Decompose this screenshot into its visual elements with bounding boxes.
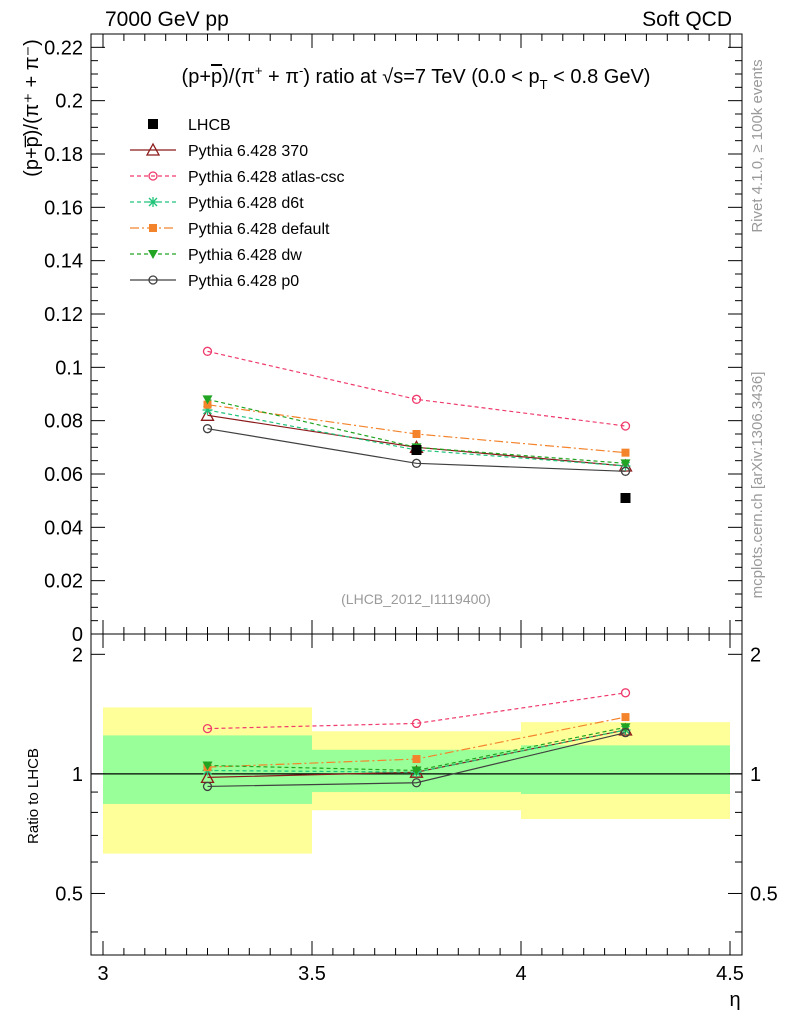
series-line-pythia-6-428-p0 (207, 428, 626, 472)
y-tick-label: 0.08 (44, 411, 83, 433)
y-tick-label: 0.06 (44, 464, 83, 486)
series-point-pythia-6-428-p0 (411, 458, 422, 468)
ratio-point-pythia-6-428-default (412, 755, 421, 764)
ratio-y-tick-label-right: 1 (750, 764, 761, 786)
ratio-y-tick-label: 0.5 (55, 883, 83, 905)
ratio-point-pythia-6-428-p0 (411, 778, 422, 788)
lhcb-data-point (411, 445, 422, 455)
series-point-pythia-6-428-dw (620, 459, 631, 469)
legend-label: LHCB (188, 117, 231, 134)
series-ratio (200, 688, 633, 792)
ratio-bands (91, 707, 742, 854)
series-point-pythia-6-428-default (203, 400, 212, 409)
tick-labels: 0 0.02 0.04 0.06 0.08 0.1 0.12 0.14 0.16 0.18 0.2 0… (44, 37, 778, 985)
series-point-pythia-6-428-atlas-csc (202, 346, 213, 356)
series-line-pythia-6-428-dw (207, 398, 626, 464)
y-tick-label: 0 (72, 624, 83, 646)
series-point-pythia-6-428-p0 (620, 466, 631, 476)
legend: LHCB Pythia 6.428 370 Pythia 6.428 atlas-c… (130, 117, 345, 290)
y-tick-label: 0.02 (44, 571, 83, 593)
analysis-watermark: (LHCB_2012_I1119400) (341, 591, 491, 607)
legend-label: Pythia 6.428 d6t (188, 195, 304, 212)
x-tick-label: 3.5 (298, 963, 326, 985)
chart-title: (p+p)/(π+ + π-) ratio at √s=7 TeV (0.0 <… (182, 63, 651, 92)
ticks (91, 33, 742, 955)
data-points (411, 445, 631, 503)
series-point-pythia-6-428-atlas-csc (411, 394, 422, 404)
x-tick-label: 4 (515, 963, 526, 985)
ratio-y-axis-label: Ratio to LHCB (25, 748, 42, 844)
x-axis-label: η (729, 989, 740, 1011)
ratio-point-pythia-6-428-dw (620, 723, 631, 733)
legend-label: Pythia 6.428 default (188, 221, 330, 238)
legend-marker (149, 224, 157, 232)
ratio-point-pythia-6-428-default (621, 713, 630, 722)
ratio-point-pythia-6-428-atlas-csc (620, 688, 631, 698)
y-tick-label: 0.16 (44, 197, 83, 219)
legend-label: Pythia 6.428 atlas-csc (188, 169, 345, 186)
legend-label: Pythia 6.428 p0 (188, 273, 299, 290)
mcplots-site-label: mcplots.cern.ch [arXiv:1306.3436] (749, 372, 766, 599)
series-main (200, 346, 633, 476)
header-left: 7000 GeV pp (105, 8, 229, 31)
lhcb-data-point (620, 493, 631, 503)
y-tick-label: 0.12 (44, 304, 83, 326)
rivet-version-label: Rivet 4.1.0, ≥ 100k events (749, 59, 766, 232)
x-tick-label: 3 (97, 963, 108, 985)
ratio-y-tick-label-right: 2 (750, 644, 761, 666)
header-right: Soft QCD (642, 8, 732, 31)
y-tick-label: 0.2 (55, 91, 83, 113)
ratio-y-tick-label: 1 (72, 764, 83, 786)
ratio-line-pythia-6-428-p0 (207, 732, 626, 788)
series-point-pythia-6-428-dw (202, 395, 213, 405)
uncertainty-band-green (521, 745, 730, 794)
legend-label: Pythia 6.428 370 (188, 143, 308, 160)
ratio-y-tick-label-right: 0.5 (750, 883, 778, 905)
y-tick-label: 0.1 (55, 357, 83, 379)
ratio-point-pythia-6-428-dw (202, 761, 213, 771)
ratio-point-pythia-6-428-p0 (620, 728, 631, 738)
x-tick-label: 4.5 (716, 963, 744, 985)
ratio-point-pythia-6-428-dw (411, 766, 422, 776)
ratio-point-pythia-6-428-p0 (202, 781, 213, 792)
legend-marker (148, 275, 158, 285)
series-line-pythia-6-428-atlas-csc (207, 350, 626, 427)
series-point-pythia-6-428-atlas-csc (620, 421, 631, 431)
legend-marker (148, 250, 158, 259)
ratio-point-pythia-6-428-atlas-csc (202, 723, 213, 734)
ratio-line-pythia-6-428-d6t (207, 729, 626, 773)
legend-label: Pythia 6.428 dw (188, 247, 302, 264)
series-point-pythia-6-428-370 (200, 407, 215, 421)
legend-marker (148, 171, 158, 181)
ratio-line-pythia-6-428-dw (207, 726, 626, 772)
y-tick-label: 0.04 (44, 517, 83, 539)
y-tick-label: 0.18 (44, 144, 83, 166)
series-point-pythia-6-428-default (412, 430, 421, 438)
series-point-pythia-6-428-p0 (202, 424, 213, 434)
y-tick-label: 0.22 (44, 37, 83, 59)
legend-marker (148, 197, 158, 207)
y-axis-label: (p+p̅)/(π⁺ + π⁻) (21, 39, 43, 177)
ratio-y-tick-label: 2 (72, 644, 83, 666)
legend-marker-data (148, 119, 158, 129)
ratio-point-pythia-6-428-atlas-csc (411, 718, 422, 729)
series-point-pythia-6-428-default (621, 448, 630, 457)
y-tick-label: 0.14 (44, 251, 83, 273)
legend-marker (145, 142, 161, 156)
